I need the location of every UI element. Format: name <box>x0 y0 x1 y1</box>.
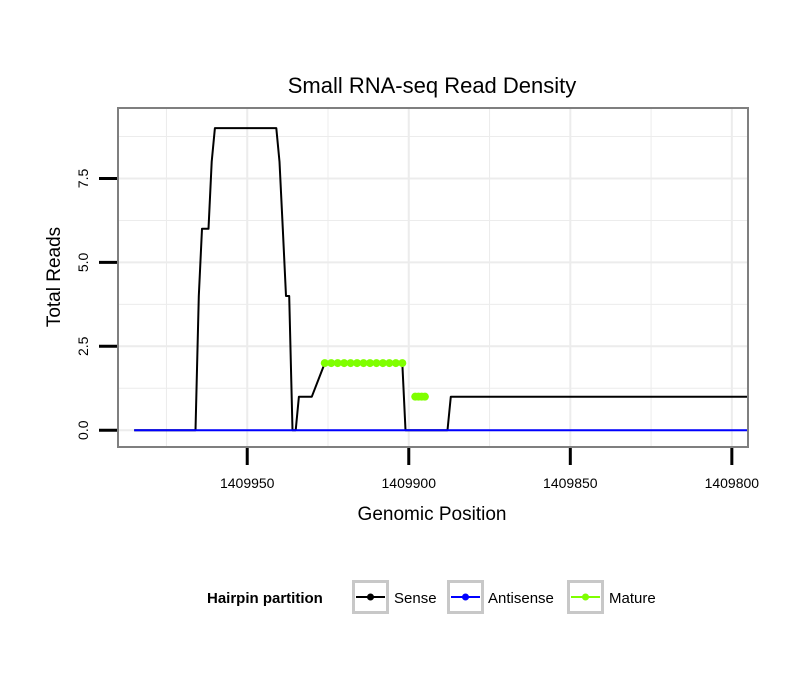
mature-point <box>327 359 336 368</box>
mature-point <box>385 359 394 368</box>
mature-point <box>320 359 329 368</box>
legend-label-sense: Sense <box>394 590 437 607</box>
plot-border <box>117 107 749 448</box>
mature-point <box>378 359 387 368</box>
legend-title: Hairpin partition <box>207 590 323 607</box>
mature-point <box>398 359 407 368</box>
y-axis: 0.0 2.5 5.0 7.5 <box>75 169 117 440</box>
x-axis-title: Genomic Position <box>358 504 507 525</box>
mature-point <box>333 359 342 368</box>
mature-point <box>353 359 362 368</box>
legend-marker-sense <box>367 593 374 601</box>
x-tick-label: 1409800 <box>705 475 760 491</box>
legend-marker-antisense <box>462 593 469 601</box>
legend: Hairpin partition Sense Antisense Mature <box>207 580 656 614</box>
series-lines <box>134 127 748 432</box>
x-tick-label: 1409900 <box>382 475 437 491</box>
plot-background <box>118 108 748 447</box>
y-tick-label: 5.0 <box>75 252 91 272</box>
mature-point <box>391 359 400 368</box>
legend-marker-mature <box>582 593 589 601</box>
y-tick-label: 2.5 <box>75 336 91 356</box>
mature-point <box>366 359 374 368</box>
mature-point <box>346 359 355 368</box>
y-axis-title: Total Reads <box>44 227 65 327</box>
mature-point <box>340 359 349 368</box>
mature-point <box>359 359 368 368</box>
plot-area <box>118 108 748 447</box>
x-tick-label: 1409950 <box>220 475 275 491</box>
y-tick-label: 0.0 <box>75 420 91 440</box>
y-tick-label: 7.5 <box>75 169 91 189</box>
x-axis: 1409950 1409900 1409850 1409800 <box>220 448 759 491</box>
mature-point <box>420 392 429 401</box>
legend-label-mature: Mature <box>609 590 656 607</box>
chart-title: Small RNA-seq Read Density <box>288 73 577 98</box>
x-tick-label: 1409850 <box>543 475 598 491</box>
mature-point <box>372 359 381 368</box>
legend-label-antisense: Antisense <box>488 590 554 607</box>
